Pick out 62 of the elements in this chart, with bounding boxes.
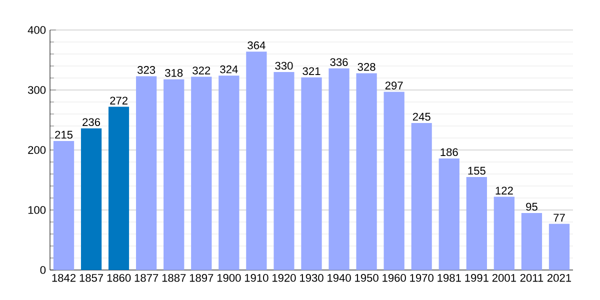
x-tick-label: 1910	[244, 274, 268, 282]
data-label: 77	[554, 214, 565, 222]
data-label: 245	[412, 112, 430, 121]
data-label: 318	[165, 69, 183, 77]
data-label: 272	[110, 96, 128, 104]
data-label: 328	[358, 63, 376, 71]
data-label: 324	[220, 65, 238, 74]
bar	[466, 177, 487, 270]
data-label: 322	[192, 66, 210, 74]
bar	[164, 79, 184, 270]
bar	[80, 128, 102, 270]
bar	[246, 52, 267, 270]
bar	[384, 92, 404, 270]
x-tick-label: 1930	[300, 274, 324, 282]
data-label: 330	[275, 62, 293, 70]
x-tick-label: 1991	[465, 274, 488, 282]
y-tick-label: 200	[28, 146, 46, 154]
x-tick-label: 1897	[190, 274, 214, 282]
bar	[274, 72, 294, 270]
x-tick-label: 2001	[492, 274, 516, 282]
data-label: 155	[468, 166, 486, 175]
data-label: 95	[526, 202, 538, 211]
data-label: 321	[302, 67, 320, 76]
bar	[411, 123, 432, 270]
y-tick-label: 300	[28, 86, 46, 94]
x-tick-label: 1860	[107, 274, 131, 282]
x-tick-label: 1900	[217, 274, 241, 282]
x-tick-label: 1877	[134, 274, 158, 282]
x-tick-label: 1960	[382, 274, 406, 282]
x-tick-label: 1857	[80, 274, 104, 282]
bar	[136, 76, 157, 270]
x-tick-label: 1981	[438, 274, 461, 282]
data-label: 364	[248, 41, 266, 50]
data-label: 297	[385, 82, 403, 90]
data-label: 323	[138, 66, 156, 74]
bar	[328, 68, 350, 270]
bar	[301, 77, 322, 270]
bar	[356, 73, 377, 270]
bar	[53, 141, 74, 270]
x-tick-label: 2021	[547, 274, 572, 282]
bar	[548, 224, 570, 270]
bar	[438, 158, 460, 270]
data-label: 186	[440, 148, 458, 156]
bar	[191, 76, 212, 270]
x-tick-label: 1842	[52, 274, 76, 282]
y-tick-label: 0	[40, 266, 46, 274]
x-tick-label: 1950	[355, 274, 378, 282]
data-label: 122	[496, 186, 513, 194]
bar	[108, 106, 130, 270]
data-label: 336	[330, 58, 348, 66]
x-tick-label: 1970	[410, 274, 434, 282]
y-tick-label: 400	[28, 26, 46, 34]
x-tick-label: 1920	[272, 274, 296, 282]
bar	[494, 196, 515, 270]
data-label: 236	[82, 118, 100, 126]
data-label: 215	[55, 130, 73, 139]
bar	[521, 213, 542, 270]
y-tick-label: 100	[28, 206, 46, 214]
x-tick-label: 1940	[328, 274, 351, 282]
x-tick-label: 1887	[162, 274, 186, 282]
x-tick-label: 2011	[520, 274, 544, 282]
bar	[218, 76, 240, 270]
